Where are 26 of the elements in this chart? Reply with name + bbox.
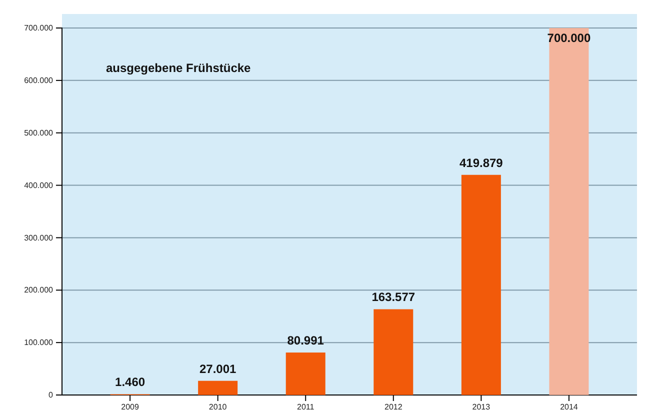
bar xyxy=(286,352,326,395)
text: ausgegebene Frühstücke xyxy=(106,61,252,75)
data-label: 27.001 xyxy=(199,362,236,376)
y-tick-label: 0 xyxy=(48,390,54,400)
y-tick-label: 400.000 xyxy=(24,180,54,190)
y-tick-label: 300.000 xyxy=(24,233,54,242)
y-tick-label: 600.000 xyxy=(24,76,54,85)
y-tick-label: 700.000 xyxy=(24,24,54,33)
data-label: 419.879 xyxy=(459,156,504,170)
bar xyxy=(549,28,589,395)
x-tick-label: 2012 xyxy=(384,402,403,412)
bar xyxy=(198,380,238,395)
data-label: 80.991 xyxy=(287,334,324,348)
bar xyxy=(374,309,414,395)
data-label: 1.460 xyxy=(115,375,146,390)
data-label: 163.577 xyxy=(372,290,416,304)
y-tick-label: 100.000 xyxy=(24,338,54,348)
x-tick-label: 2014 xyxy=(560,402,578,412)
x-tick-label: 2011 xyxy=(297,402,315,412)
data-label: 700.000 xyxy=(547,31,591,45)
x-tick-label: 2009 xyxy=(121,402,140,412)
y-tick-label: 500.000 xyxy=(24,128,54,138)
x-tick-label: 2010 xyxy=(208,402,228,412)
bar xyxy=(461,174,501,395)
y-tick-label: 200.000 xyxy=(24,286,54,295)
x-tick-label: 2013 xyxy=(472,402,491,412)
